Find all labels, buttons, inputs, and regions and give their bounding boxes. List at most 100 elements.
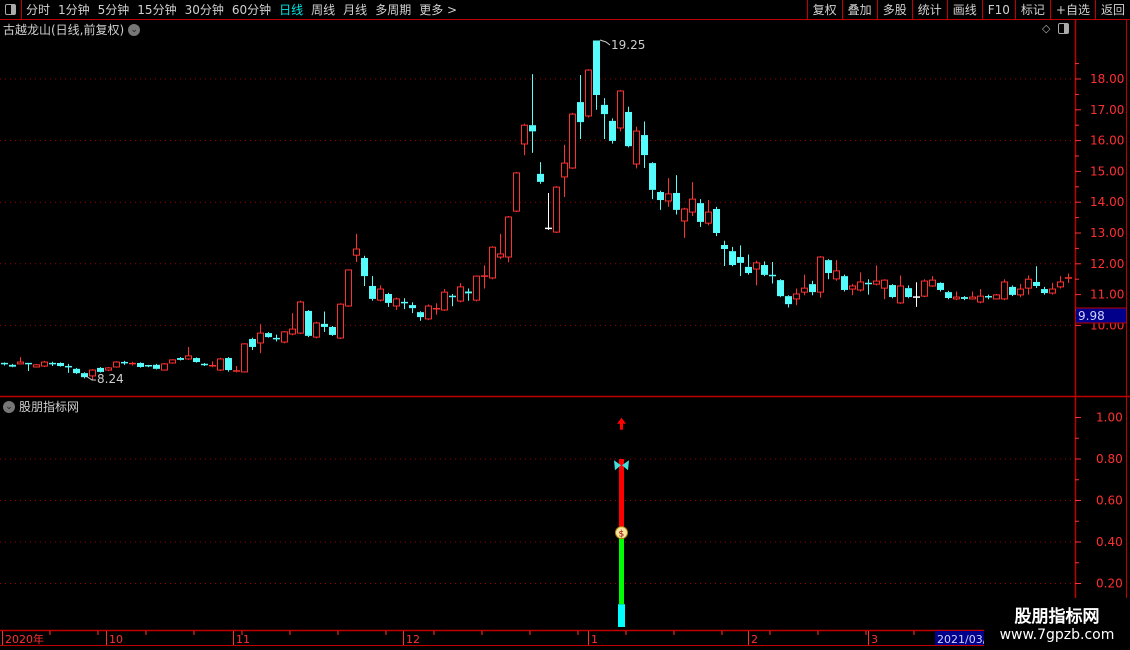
candle[interactable] — [777, 279, 784, 298]
multi-stock-button[interactable]: 多股 — [876, 0, 912, 19]
candle[interactable] — [33, 363, 40, 368]
candle[interactable] — [49, 361, 56, 367]
period-tab[interactable]: 60分钟 — [231, 3, 272, 17]
candle[interactable] — [129, 361, 136, 366]
candle[interactable] — [681, 207, 688, 238]
period-tab[interactable]: 5分钟 — [97, 3, 130, 17]
statistics-button[interactable]: 统计 — [911, 0, 947, 19]
candle[interactable] — [1009, 285, 1016, 297]
candle[interactable] — [281, 330, 288, 344]
candle[interactable] — [481, 265, 488, 289]
candle[interactable] — [1001, 279, 1008, 301]
candle[interactable] — [521, 123, 528, 156]
chevron-down-icon[interactable]: ⌄ — [3, 400, 15, 413]
candle[interactable] — [833, 260, 840, 281]
candle[interactable] — [161, 362, 168, 371]
period-tab[interactable]: 周线 — [311, 3, 336, 17]
candle[interactable] — [433, 303, 440, 315]
candle[interactable] — [993, 293, 1000, 300]
candle[interactable] — [505, 216, 512, 263]
period-tab-active[interactable]: 日线 — [279, 3, 304, 17]
candle[interactable] — [257, 324, 264, 354]
candle[interactable] — [41, 360, 48, 367]
candle[interactable] — [881, 279, 888, 300]
overlay-button[interactable]: 叠加 — [841, 0, 877, 19]
candle[interactable] — [121, 360, 128, 365]
candle[interactable] — [985, 294, 992, 300]
period-tab[interactable]: 15分钟 — [137, 3, 177, 17]
candle[interactable] — [369, 276, 376, 301]
candle[interactable] — [193, 357, 200, 363]
candle[interactable] — [225, 357, 232, 372]
candle[interactable] — [1065, 273, 1072, 283]
candle[interactable] — [377, 285, 384, 302]
candle[interactable] — [233, 366, 240, 373]
candle[interactable] — [425, 304, 432, 321]
candle[interactable] — [329, 326, 336, 336]
candle[interactable] — [897, 275, 904, 304]
candle[interactable] — [793, 288, 800, 306]
candle[interactable] — [401, 298, 408, 310]
candle[interactable] — [97, 366, 104, 373]
candle[interactable] — [345, 269, 352, 307]
sidebar-toggle-icon[interactable] — [0, 0, 22, 19]
candle[interactable] — [865, 279, 872, 295]
candle[interactable] — [801, 274, 808, 296]
candle[interactable] — [569, 112, 576, 169]
candle[interactable] — [913, 282, 920, 307]
candle[interactable] — [393, 297, 400, 310]
candle[interactable] — [721, 240, 728, 266]
candle[interactable] — [513, 172, 520, 213]
candle[interactable] — [633, 126, 640, 169]
candle[interactable] — [1033, 266, 1040, 288]
candle[interactable] — [649, 162, 656, 200]
candle[interactable] — [729, 246, 736, 267]
candle[interactable] — [1017, 283, 1024, 298]
candle[interactable] — [849, 284, 856, 296]
candle[interactable] — [313, 321, 320, 339]
candle[interactable] — [353, 233, 360, 262]
candle[interactable] — [817, 256, 824, 298]
candle[interactable] — [961, 296, 968, 301]
candle[interactable] — [385, 292, 392, 307]
candle[interactable] — [617, 90, 624, 132]
panel-toggle-icon[interactable] — [1058, 23, 1070, 34]
candle[interactable] — [289, 313, 296, 336]
adjust-button[interactable]: 复权 — [806, 0, 842, 19]
candle[interactable] — [73, 367, 80, 375]
candle[interactable] — [489, 246, 496, 280]
back-button[interactable]: 返回 — [1094, 0, 1130, 19]
candle[interactable] — [713, 206, 720, 237]
more-periods-button[interactable]: 更多 > — [419, 3, 458, 17]
candle[interactable] — [761, 261, 768, 277]
candle[interactable] — [441, 289, 448, 311]
candle[interactable] — [929, 276, 936, 287]
candle[interactable] — [145, 364, 152, 368]
candle[interactable] — [473, 275, 480, 302]
draw-line-button[interactable]: 画线 — [946, 0, 982, 19]
candle[interactable] — [737, 245, 744, 277]
candle[interactable] — [409, 302, 416, 314]
candle[interactable] — [665, 178, 672, 207]
candle[interactable] — [297, 300, 304, 335]
candle[interactable] — [81, 372, 88, 379]
candle[interactable] — [153, 363, 160, 370]
candle[interactable] — [321, 311, 328, 332]
candle[interactable] — [577, 74, 584, 140]
candle[interactable] — [585, 69, 592, 118]
mark-button[interactable]: 标记 — [1014, 0, 1050, 19]
candle[interactable] — [209, 361, 216, 368]
candle[interactable] — [1, 362, 8, 366]
candle[interactable] — [745, 254, 752, 275]
candle[interactable] — [593, 40, 600, 110]
candle[interactable] — [673, 175, 680, 215]
candle[interactable] — [889, 284, 896, 299]
candle[interactable] — [977, 289, 984, 304]
candle[interactable] — [545, 192, 552, 230]
period-tab[interactable]: 多周期 — [375, 3, 412, 17]
candle[interactable] — [265, 332, 272, 338]
candle[interactable] — [753, 260, 760, 286]
candle[interactable] — [273, 334, 280, 342]
candle[interactable] — [905, 285, 912, 299]
